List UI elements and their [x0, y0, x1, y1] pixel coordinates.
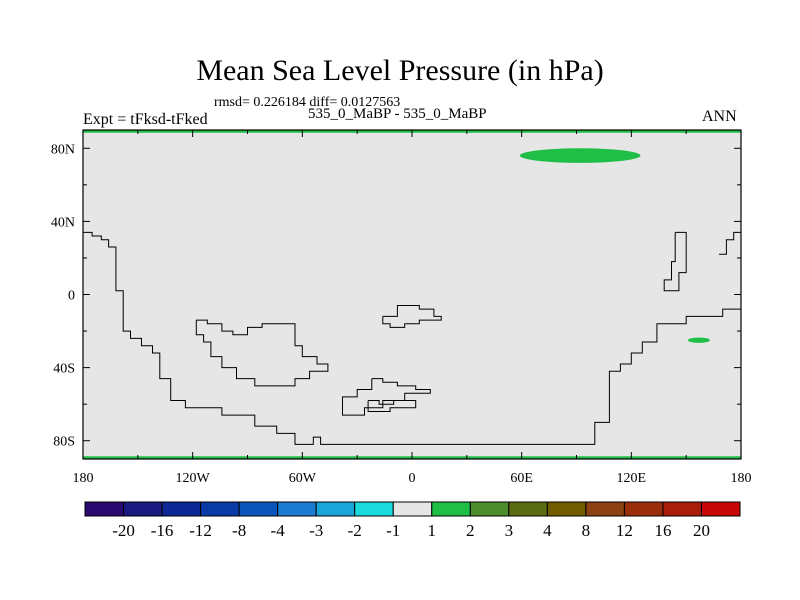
x-tick-label: 180 [73, 471, 94, 486]
colorbar-box [84, 501, 125, 517]
colorbar-label: -3 [309, 521, 323, 540]
colorbar-box [662, 501, 702, 517]
pacific-positive-anomaly [687, 337, 710, 343]
colorbar-label: -12 [189, 521, 212, 540]
colorbar-box [123, 501, 163, 517]
colorbar-box [315, 501, 356, 517]
colorbar-box [585, 501, 625, 517]
equatorial-island-coastline [382, 305, 442, 328]
y-tick-label: 40S [53, 362, 75, 377]
x-tick-label: 120W [176, 471, 211, 486]
east-peninsula-coastline [663, 231, 687, 292]
colorbar-label: 4 [543, 521, 552, 540]
x-tick-label: 60W [289, 471, 317, 486]
colorbar-label: 3 [505, 521, 514, 540]
case-label: 535_0_MaBP - 535_0_MaBP [308, 106, 487, 122]
colorbar-label: 20 [693, 521, 710, 540]
central-island-coastline [195, 319, 329, 387]
colorbar-label: 12 [616, 521, 633, 540]
colorbar-box [200, 501, 240, 517]
experiment-label: Expt = tFksd-tFked [83, 111, 208, 128]
colorbar-box [392, 501, 433, 517]
colorbar-label: -1 [386, 521, 400, 540]
colorbar-labels: -20 -16 -12 -8 -4 -3 -2 -1 1 2 3 4 8 12 16 20 [112, 521, 710, 540]
colorbar-box [623, 501, 664, 517]
colorbar-box [354, 501, 394, 517]
stats-label: rmsd= 0.226184 diff= 0.0127563 [214, 95, 401, 110]
colorbar-label: 8 [582, 521, 591, 540]
y-tick-label: 80S [53, 435, 75, 450]
colorbar-label: 1 [428, 521, 437, 540]
y-tick-label: 80N [51, 142, 75, 157]
colorbar-box [238, 501, 279, 517]
colorbar-box [700, 501, 741, 517]
y-tick-label: 40N [51, 215, 75, 230]
x-tick-label: 120E [617, 471, 647, 486]
colorbar-box [508, 501, 548, 517]
colorbar-label: -4 [271, 521, 286, 540]
colorbar-label: -2 [348, 521, 362, 540]
colorbar-label: 2 [466, 521, 475, 540]
colorbar-label: -20 [112, 521, 135, 540]
y-tick-label: 0 [68, 289, 75, 304]
west-continent-coastline [83, 231, 741, 445]
chart-title: Mean Sea Level Pressure (in hPa) [196, 54, 604, 87]
x-tick-label: 60E [510, 471, 533, 486]
colorbar-boxes [84, 501, 741, 517]
colorbar-box [546, 501, 587, 517]
colorbar-box [277, 501, 317, 517]
season-label: ANN [702, 108, 737, 125]
coastline-layer [83, 231, 741, 445]
colorbar-box [431, 501, 471, 517]
x-tick-label: 0 [409, 471, 416, 486]
arctic-positive-anomaly [519, 148, 641, 163]
colorbar-box [161, 501, 202, 517]
colorbar-box [469, 501, 510, 517]
x-tick-label: 180 [731, 471, 752, 486]
southern-island-inner-coastline [367, 400, 417, 412]
axes-layer: 180 120W 60W 0 60E 120E 180 80N 40N 0 40S 80S [51, 130, 752, 486]
map-background [83, 130, 741, 459]
colorbar-label: -8 [232, 521, 246, 540]
colorbar-label: -16 [151, 521, 174, 540]
colorbar-label: 16 [654, 521, 671, 540]
east-continent-coastline [719, 231, 741, 255]
